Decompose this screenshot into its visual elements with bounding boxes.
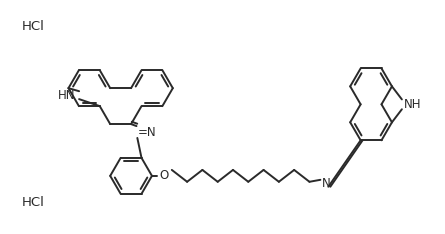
Text: HCl: HCl [21, 20, 44, 33]
Text: N: N [322, 177, 331, 190]
Text: NH: NH [404, 98, 421, 111]
Text: =N: =N [138, 125, 156, 139]
Text: O: O [159, 169, 169, 182]
Text: HN: HN [57, 89, 75, 102]
Text: HCl: HCl [21, 196, 44, 209]
